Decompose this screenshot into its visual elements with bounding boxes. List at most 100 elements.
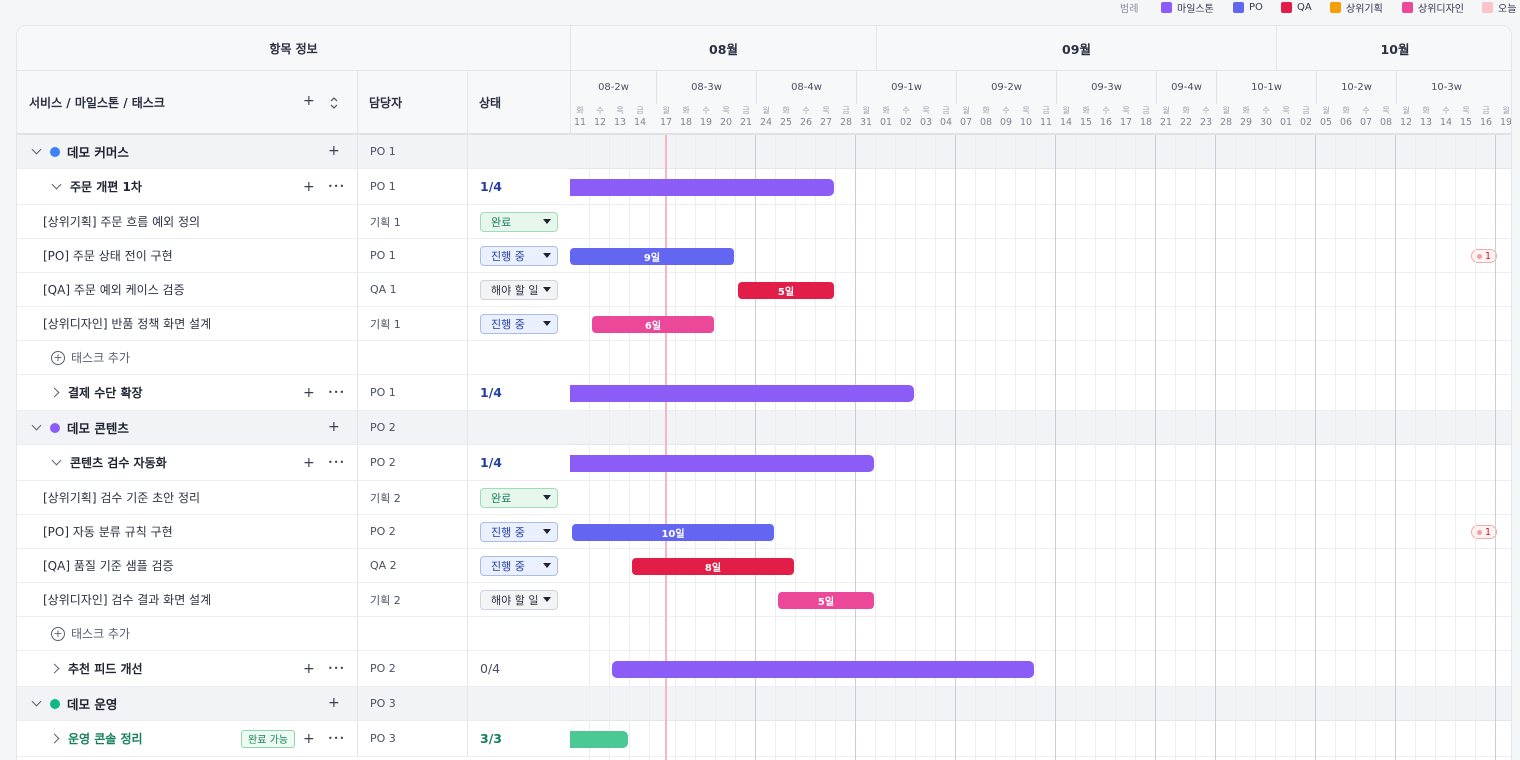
milestone-row[interactable]: 운영 콘솔 정리 완료 가능 + ••• PO 3 3/3	[17, 721, 1511, 757]
owner-cell[interactable]: PO 1	[357, 169, 467, 204]
milestone-bar[interactable]	[612, 661, 1034, 678]
more-options-icon[interactable]: •••	[328, 664, 346, 673]
complete-ready-badge: 완료 가능	[241, 729, 295, 748]
task-name[interactable]: [PO] 주문 상태 전이 구현	[43, 249, 173, 263]
owner-cell[interactable]: PO 2	[357, 411, 467, 444]
milestone-bar[interactable]	[570, 731, 628, 748]
milestone-row[interactable]: 콘텐츠 검수 자동화 + ••• PO 2 1/4	[17, 445, 1511, 481]
owner-cell[interactable]: PO 3	[357, 687, 467, 720]
add-task-button[interactable]: +	[303, 731, 315, 747]
chevron-down-icon[interactable]	[31, 144, 42, 155]
milestone-row[interactable]: 주문 개편 1차 + ••• PO 1 1/4	[17, 169, 1511, 205]
add-task-link[interactable]: + 태스크 추가	[51, 625, 130, 642]
owner-cell[interactable]: 기획 2	[357, 481, 467, 514]
task-row[interactable]: [상위기획] 검수 기준 초안 정리 기획 2 완료	[17, 481, 1511, 515]
status-dropdown[interactable]: 완료	[480, 487, 558, 508]
add-milestone-button[interactable]: +	[328, 143, 340, 159]
owner-cell[interactable]: QA 2	[357, 549, 467, 582]
milestone-row[interactable]: 결제 수단 확장 + ••• PO 1 1/4	[17, 375, 1511, 411]
task-bar[interactable]: 5일	[738, 282, 834, 299]
status-dropdown[interactable]: 진행 중	[480, 521, 558, 542]
day-header: 월 28	[1216, 104, 1236, 135]
add-milestone-button[interactable]: +	[328, 695, 340, 711]
add-task-link[interactable]: + 태스크 추가	[51, 349, 130, 366]
owner-cell[interactable]: 기획 2	[357, 583, 467, 616]
task-row[interactable]: [상위디자인] 반품 정책 화면 설계 기획 1 진행 중	[17, 307, 1511, 341]
task-bar[interactable]: 10일	[572, 524, 774, 541]
task-name[interactable]: [상위디자인] 반품 정책 화면 설계	[43, 317, 212, 331]
more-options-icon[interactable]: •••	[328, 458, 346, 467]
week-header: 09-3w	[1056, 71, 1156, 104]
day-gridline	[1255, 135, 1256, 760]
add-task-row[interactable]: + 태스크 추가	[17, 341, 1511, 375]
owner-cell[interactable]: PO 1	[357, 239, 467, 272]
chevron-right-icon[interactable]	[49, 663, 60, 674]
service-band	[570, 411, 1511, 445]
day-gridline	[1375, 135, 1376, 760]
task-row[interactable]: [PO] 주문 상태 전이 구현 1 PO 1 진행 중	[17, 239, 1511, 273]
add-task-button[interactable]: +	[303, 455, 315, 471]
task-name[interactable]: [상위기획] 주문 흐름 예외 정의	[43, 215, 201, 229]
task-row[interactable]: [QA] 품질 기준 샘플 검증 QA 2 진행 중	[17, 549, 1511, 583]
day-gridline	[815, 135, 816, 760]
day-header: 목 03	[916, 104, 936, 135]
day-number: 20	[719, 117, 733, 128]
chevron-down-icon[interactable]	[51, 179, 62, 190]
task-name[interactable]: [상위기획] 검수 기준 초안 정리	[43, 491, 201, 505]
owner-cell[interactable]: 기획 1	[357, 205, 467, 238]
owner-cell[interactable]: 기획 1	[357, 307, 467, 340]
status-dropdown[interactable]: 진행 중	[480, 313, 558, 334]
task-bar[interactable]: 6일	[592, 316, 714, 333]
add-task-button[interactable]: +	[303, 661, 315, 677]
owner-cell[interactable]: PO 1	[357, 375, 467, 410]
day-gridline	[629, 135, 630, 760]
chevron-down-icon[interactable]	[31, 696, 42, 707]
status-dropdown[interactable]: 해야 할 일	[480, 279, 558, 300]
milestone-bar[interactable]	[570, 385, 914, 402]
more-options-icon[interactable]: •••	[328, 734, 346, 743]
week-header: 10-1w	[1216, 71, 1316, 104]
sort-icon[interactable]	[329, 95, 339, 111]
task-row[interactable]: [상위기획] 주문 흐름 예외 정의 기획 1 완료	[17, 205, 1511, 239]
header-bottom: 서비스 / 마일스톤 / 태스크 + 담당자 상태 08-2w 08-3w 08-4…	[17, 71, 1511, 135]
status-dropdown[interactable]: 진행 중	[480, 245, 558, 266]
task-bar[interactable]: 8일	[632, 558, 794, 575]
owner-cell[interactable]: PO 2	[357, 515, 467, 548]
chevron-right-icon[interactable]	[49, 733, 60, 744]
task-name[interactable]: [QA] 주문 예외 케이스 검증	[43, 283, 185, 297]
status-dropdown[interactable]: 해야 할 일	[480, 589, 558, 610]
service-name: 데모 커머스	[67, 145, 129, 160]
more-options-icon[interactable]: •••	[328, 388, 346, 397]
owner-cell[interactable]: PO 2	[357, 445, 467, 480]
chevron-down-icon[interactable]	[31, 420, 42, 431]
task-bar[interactable]: 5일	[778, 592, 874, 609]
task-row[interactable]: [QA] 주문 예외 케이스 검증 QA 1 해야 할 일	[17, 273, 1511, 307]
owner-cell[interactable]: PO 2	[357, 651, 467, 686]
add-milestone-button[interactable]: +	[328, 419, 340, 435]
status-dropdown[interactable]: 완료	[480, 211, 558, 232]
day-number: 15	[1079, 117, 1093, 128]
owner-cell[interactable]: PO 1	[357, 135, 467, 168]
add-task-button[interactable]: +	[303, 385, 315, 401]
issue-badge[interactable]: 1	[1470, 249, 1497, 263]
task-name[interactable]: [QA] 품질 기준 샘플 검증	[43, 559, 174, 573]
add-service-button[interactable]: +	[303, 93, 315, 109]
task-name[interactable]: [PO] 자동 분류 규칙 구현	[43, 525, 173, 539]
task-bar[interactable]: 9일	[570, 248, 734, 265]
issue-badge[interactable]: 1	[1470, 525, 1497, 539]
day-gridline	[1495, 135, 1496, 760]
task-row[interactable]: [PO] 자동 분류 규칙 구현 1 PO 2 진행 중	[17, 515, 1511, 549]
add-task-row[interactable]: + 태스크 추가	[17, 617, 1511, 651]
task-name[interactable]: [상위디자인] 검수 결과 화면 설계	[43, 593, 212, 607]
milestone-bar[interactable]	[570, 179, 834, 196]
milestone-bar[interactable]	[570, 455, 874, 472]
milestone-row[interactable]: 추천 피드 개선 + ••• PO 2 0/4	[17, 651, 1511, 687]
add-task-button[interactable]: +	[303, 179, 315, 195]
status-dropdown[interactable]: 진행 중	[480, 555, 558, 576]
chevron-right-icon[interactable]	[49, 387, 60, 398]
more-options-icon[interactable]: •••	[328, 182, 346, 191]
owner-cell[interactable]: QA 1	[357, 273, 467, 306]
task-row[interactable]: [상위디자인] 검수 결과 화면 설계 기획 2 해야 할 일	[17, 583, 1511, 617]
chevron-down-icon[interactable]	[51, 455, 62, 466]
owner-cell[interactable]: PO 3	[357, 721, 467, 756]
